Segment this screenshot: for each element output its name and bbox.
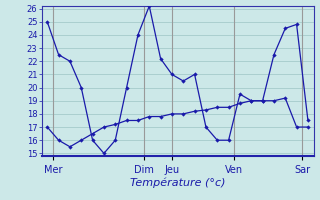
X-axis label: Température (°c): Température (°c) — [130, 178, 225, 188]
